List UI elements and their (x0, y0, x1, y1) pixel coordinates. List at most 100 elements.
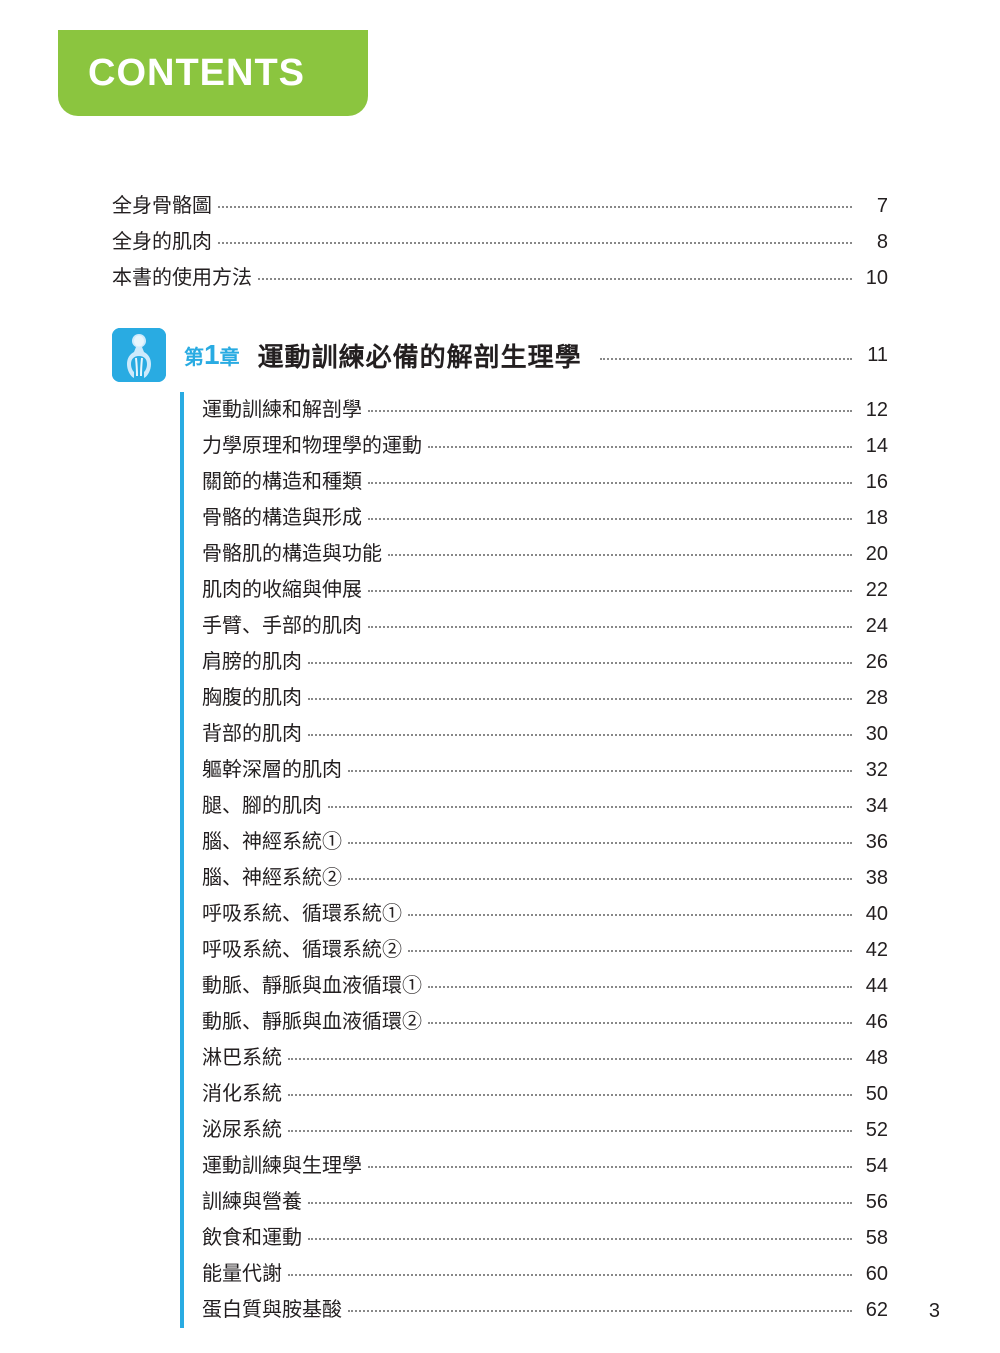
dot-leader (348, 878, 852, 880)
toc-label: 呼吸系統、循環系統② (202, 932, 402, 968)
chapter-heading-row: 第1章 運動訓練必備的解剖生理學 11 (112, 328, 888, 382)
toc-row: 腦、神經系統①36 (202, 824, 888, 860)
toc-page: 20 (858, 536, 888, 572)
dot-leader (428, 986, 852, 988)
toc-row: 呼吸系統、循環系統① 40 (202, 896, 888, 932)
toc-row: 動脈、靜脈與血液循環②46 (202, 1004, 888, 1040)
toc-row: 消化系統 50 (202, 1076, 888, 1112)
toc-label: 能量代謝 (202, 1256, 282, 1292)
chapter-number: 1 (204, 339, 220, 370)
toc-page: 50 (858, 1076, 888, 1112)
toc-page: 22 (858, 572, 888, 608)
dot-leader (288, 1274, 852, 1276)
toc-label: 腦、神經系統② (202, 860, 342, 896)
dot-leader (288, 1130, 852, 1132)
toc-label: 動脈、靜脈與血液循環② (202, 1004, 422, 1040)
toc-row: 背部的肌肉 30 (202, 716, 888, 752)
toc-row: 能量代謝60 (202, 1256, 888, 1292)
toc-page: 14 (858, 428, 888, 464)
dot-leader (308, 698, 852, 700)
toc-row: 腿、腳的肌肉 34 (202, 788, 888, 824)
dot-leader (388, 554, 852, 556)
toc-label: 腿、腳的肌肉 (202, 788, 322, 824)
toc-row: 飲食和運動 58 (202, 1220, 888, 1256)
dot-leader (368, 410, 852, 412)
toc-label: 訓練與營養 (202, 1184, 302, 1220)
toc-label: 動脈、靜脈與血液循環① (202, 968, 422, 1004)
chapter-title: 運動訓練必備的解剖生理學 (258, 337, 582, 374)
toc-page: 44 (858, 968, 888, 1004)
toc-row: 骨骼的構造與形成 18 (202, 500, 888, 536)
toc-row: 軀幹深層的肌肉 32 (202, 752, 888, 788)
toc-page: 18 (858, 500, 888, 536)
dot-leader (428, 1022, 852, 1024)
toc-row: 骨骼肌的構造與功能20 (202, 536, 888, 572)
toc-label: 飲食和運動 (202, 1220, 302, 1256)
dot-leader (348, 770, 852, 772)
toc-page: 28 (858, 680, 888, 716)
anatomy-icon (112, 328, 166, 382)
toc-label: 呼吸系統、循環系統① (202, 896, 402, 932)
toc-row: 力學原理和物理學的運動14 (202, 428, 888, 464)
toc-label: 淋巴系統 (202, 1040, 282, 1076)
toc-row: 呼吸系統、循環系統② 42 (202, 932, 888, 968)
toc-label: 背部的肌肉 (202, 716, 302, 752)
dot-leader (218, 242, 852, 244)
chapter-page: 11 (858, 344, 888, 367)
toc-label: 手臂、手部的肌肉 (202, 608, 362, 644)
dot-leader (600, 358, 852, 360)
toc-label: 運動訓練與生理學 (202, 1148, 362, 1184)
toc-label: 運動訓練和解剖學 (202, 392, 362, 428)
toc-label: 肩膀的肌肉 (202, 644, 302, 680)
toc-page: 26 (858, 644, 888, 680)
dot-leader (428, 446, 852, 448)
dot-leader (408, 914, 852, 916)
toc-label: 蛋白質與胺基酸 (202, 1292, 342, 1328)
chapter-items: 運動訓練和解剖學 12力學原理和物理學的運動14關節的構造和種類16骨骼的構造與形… (180, 392, 888, 1328)
toc-page: 54 (858, 1148, 888, 1184)
front-matter-list: 全身骨骼圖7全身的肌肉8本書的使用方法 10 (112, 188, 888, 296)
toc-page: 52 (858, 1112, 888, 1148)
dot-leader (258, 278, 852, 280)
chapter-suffix: 章 (220, 347, 240, 369)
toc-row: 全身骨骼圖7 (112, 188, 888, 224)
toc-page: 10 (858, 260, 888, 296)
toc-page: 32 (858, 752, 888, 788)
dot-leader (368, 482, 852, 484)
dot-leader (308, 1238, 852, 1240)
dot-leader (368, 1166, 852, 1168)
toc-page: 24 (858, 608, 888, 644)
dot-leader (348, 1310, 852, 1312)
page-number: 3 (929, 1300, 940, 1323)
toc-page: 7 (858, 188, 888, 224)
toc-page: 8 (858, 224, 888, 260)
dot-leader (288, 1058, 852, 1060)
toc-page: 58 (858, 1220, 888, 1256)
toc-row: 肩膀的肌肉 26 (202, 644, 888, 680)
toc-page: 40 (858, 896, 888, 932)
toc-row: 全身的肌肉8 (112, 224, 888, 260)
dot-leader (328, 806, 852, 808)
toc-row: 腦、神經系統②38 (202, 860, 888, 896)
toc-page: 56 (858, 1184, 888, 1220)
dot-leader (308, 1202, 852, 1204)
dot-leader (308, 734, 852, 736)
toc-page: 12 (858, 392, 888, 428)
toc-label: 本書的使用方法 (112, 260, 252, 296)
chapter-block: 第1章 運動訓練必備的解剖生理學 11 運動訓練和解剖學 12力學原理和物理學的運… (112, 328, 888, 1328)
toc-page: 30 (858, 716, 888, 752)
toc-page: 16 (858, 464, 888, 500)
toc-label: 軀幹深層的肌肉 (202, 752, 342, 788)
toc-row: 動脈、靜脈與血液循環① 44 (202, 968, 888, 1004)
toc-page: 42 (858, 932, 888, 968)
toc-row: 運動訓練與生理學 54 (202, 1148, 888, 1184)
toc-label: 消化系統 (202, 1076, 282, 1112)
toc-row: 胸腹的肌肉28 (202, 680, 888, 716)
toc-page: 48 (858, 1040, 888, 1076)
toc-row: 訓練與營養 56 (202, 1184, 888, 1220)
toc-row: 關節的構造和種類16 (202, 464, 888, 500)
dot-leader (368, 590, 852, 592)
toc-page: 34 (858, 788, 888, 824)
toc-row: 本書的使用方法 10 (112, 260, 888, 296)
toc-label: 骨骼的構造與形成 (202, 500, 362, 536)
